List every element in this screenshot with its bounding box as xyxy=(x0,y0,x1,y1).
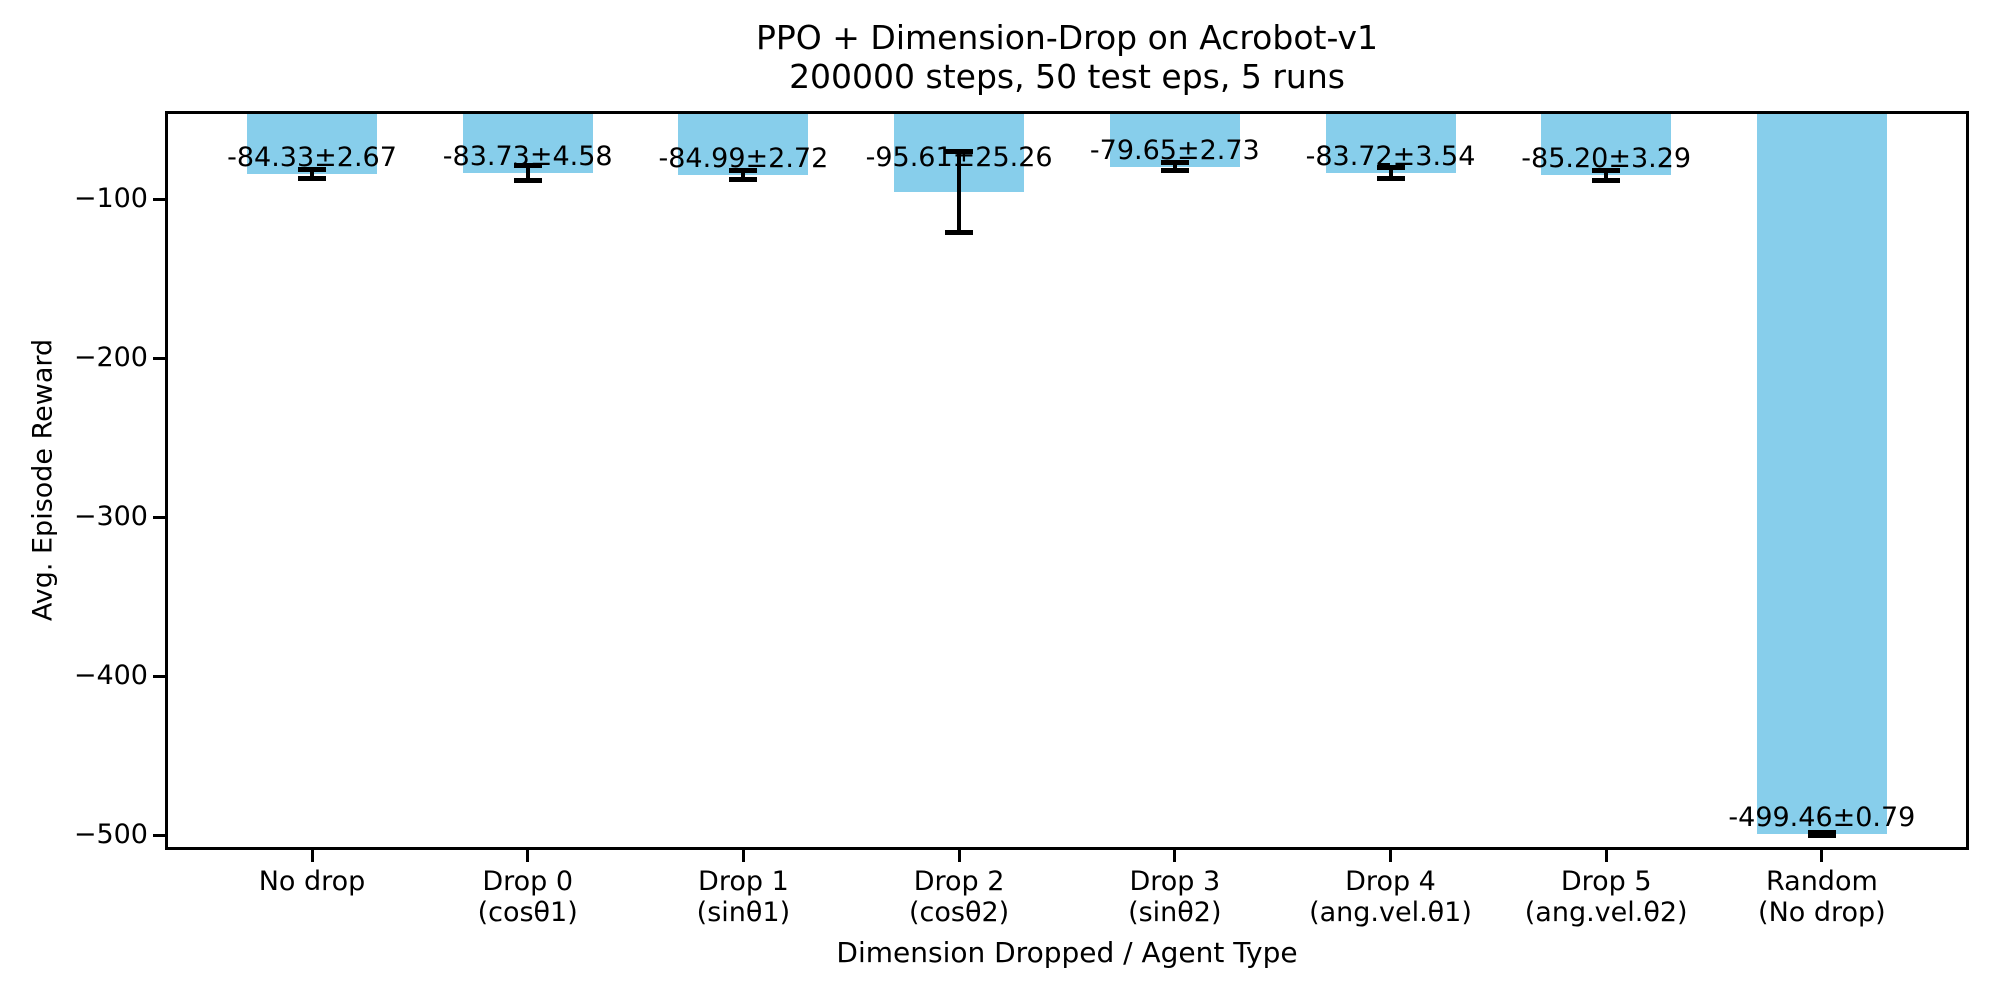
y-tick-mark-3 xyxy=(153,674,165,678)
error-bar-cap-bottom-2 xyxy=(729,176,758,182)
chart-title: PPO + Dimension-Drop on Acrobot-v1 xyxy=(756,18,1378,57)
error-bar-cap-top-1 xyxy=(513,163,542,169)
y-tick-mark-0 xyxy=(153,197,165,201)
x-tick-label-5: Drop 4 (ang.vel.θ1) xyxy=(1251,866,1531,928)
x-tick-label-line: (cosθ2) xyxy=(908,897,1010,928)
bar-6 xyxy=(1541,111,1672,176)
x-tick-mark-7 xyxy=(1820,850,1824,862)
bar-value-label-3: -95.61±25.26 xyxy=(865,142,1053,173)
error-bar-cap-top-2 xyxy=(729,168,758,174)
bar-value-label-5: -83.72±3.54 xyxy=(1305,141,1476,173)
bar-value-label-2: -84.99±2.72 xyxy=(658,143,829,175)
x-tick-label-line: Drop 0 xyxy=(482,866,574,897)
chart-subtitle: 200000 steps, 50 test eps, 5 runs xyxy=(789,57,1345,96)
error-bar-cap-bottom-3 xyxy=(945,229,974,235)
error-bar-cap-top-4 xyxy=(1160,159,1189,165)
x-tick-label-line: Drop 1 xyxy=(698,866,789,897)
error-bar-cap-top-5 xyxy=(1376,164,1405,170)
bar-0 xyxy=(247,111,377,175)
x-tick-label-line: (ang.vel.θ2) xyxy=(1524,897,1688,928)
x-tick-label-line: (cosθ1) xyxy=(477,897,578,928)
error-bar-stem-0 xyxy=(310,169,314,179)
y-tick-label-4: −500 xyxy=(73,819,148,851)
y-tick-label-1: −200 xyxy=(73,342,148,374)
error-bar-stem-5 xyxy=(1388,167,1393,179)
chart-title-block: PPO + Dimension-Drop on Acrobot-v1 20000… xyxy=(165,18,1969,96)
x-tick-label-line: (No drop) xyxy=(1758,897,1886,928)
x-tick-label-2: Drop 1 (sinθ1) xyxy=(603,866,883,928)
error-bar-cap-bottom-6 xyxy=(1592,178,1621,184)
x-tick-mark-4 xyxy=(1173,850,1177,862)
plot-area xyxy=(165,111,1969,850)
y-tick-label-3: −400 xyxy=(73,660,148,692)
x-tick-mark-2 xyxy=(741,850,745,862)
x-tick-mark-1 xyxy=(526,850,530,862)
y-tick-label-0: −100 xyxy=(73,183,148,214)
y-tick-label-2: −300 xyxy=(73,501,148,533)
x-tick-label-line: Drop 5 xyxy=(1560,866,1652,897)
error-bar-cap-top-0 xyxy=(298,167,326,173)
x-tick-label-line: (ang.vel.θ1) xyxy=(1309,897,1472,928)
error-bar-cap-bottom-5 xyxy=(1376,176,1405,182)
bar-value-label-7: -499.46±0.79 xyxy=(1728,802,1916,834)
error-bar-stem-6 xyxy=(1604,170,1609,181)
bar-7 xyxy=(1756,111,1887,835)
bar-value-label-0: -84.33±2.67 xyxy=(227,142,397,174)
error-bar-cap-bottom-7 xyxy=(1807,832,1836,838)
bar-value-label-6: -85.20±3.29 xyxy=(1521,143,1692,175)
bar-5 xyxy=(1325,111,1456,174)
y-tick-mark-1 xyxy=(153,356,165,360)
x-tick-label-7: Random (No drop) xyxy=(1682,866,1962,928)
x-tick-mark-0 xyxy=(310,850,314,862)
y-axis-label: Avg. Episode Reward xyxy=(27,338,59,622)
bar-value-label-4: -79.65±2.73 xyxy=(1089,134,1260,166)
error-bar-cap-top-3 xyxy=(945,149,974,155)
x-tick-mark-3 xyxy=(957,850,961,862)
bar-2 xyxy=(678,111,809,176)
error-bar-stem-2 xyxy=(741,170,746,180)
error-bar-cap-bottom-0 xyxy=(298,175,326,181)
x-tick-label-line: Drop 2 xyxy=(913,866,1005,897)
bar-value-label-1: -83.73±4.58 xyxy=(442,141,613,173)
x-tick-label-line: (sinθ1) xyxy=(696,897,791,928)
error-bar-cap-bottom-1 xyxy=(513,177,542,183)
x-tick-mark-6 xyxy=(1604,850,1608,862)
error-bar-cap-top-6 xyxy=(1592,167,1621,173)
x-tick-label-1: Drop 0 (cosθ1) xyxy=(388,866,668,928)
y-tick-mark-4 xyxy=(153,833,165,837)
x-tick-label-line: Drop 3 xyxy=(1129,866,1221,897)
error-bar-stem-4 xyxy=(1172,162,1177,171)
x-tick-label-line: No drop xyxy=(258,866,366,897)
x-tick-mark-5 xyxy=(1389,850,1392,862)
x-tick-label-6: Drop 5 (ang.vel.θ2) xyxy=(1466,866,1746,928)
error-bar-cap-bottom-4 xyxy=(1160,168,1189,174)
bar-4 xyxy=(1109,111,1240,167)
error-bar-stem-1 xyxy=(525,165,530,181)
x-axis-label: Dimension Dropped / Agent Type xyxy=(836,936,1298,969)
y-tick-mark-2 xyxy=(153,515,165,519)
x-tick-label-line: (sinθ2) xyxy=(1128,897,1222,928)
x-tick-label-line: Random xyxy=(1765,866,1878,897)
x-tick-label-0: No drop xyxy=(172,866,452,897)
bar-1 xyxy=(462,111,593,174)
x-tick-label-4: Drop 3 (sinθ2) xyxy=(1035,866,1315,928)
x-tick-label-line: Drop 4 xyxy=(1345,866,1436,897)
x-tick-label-3: Drop 2 (cosθ2) xyxy=(819,866,1099,928)
error-bar-stem-3 xyxy=(957,151,962,233)
